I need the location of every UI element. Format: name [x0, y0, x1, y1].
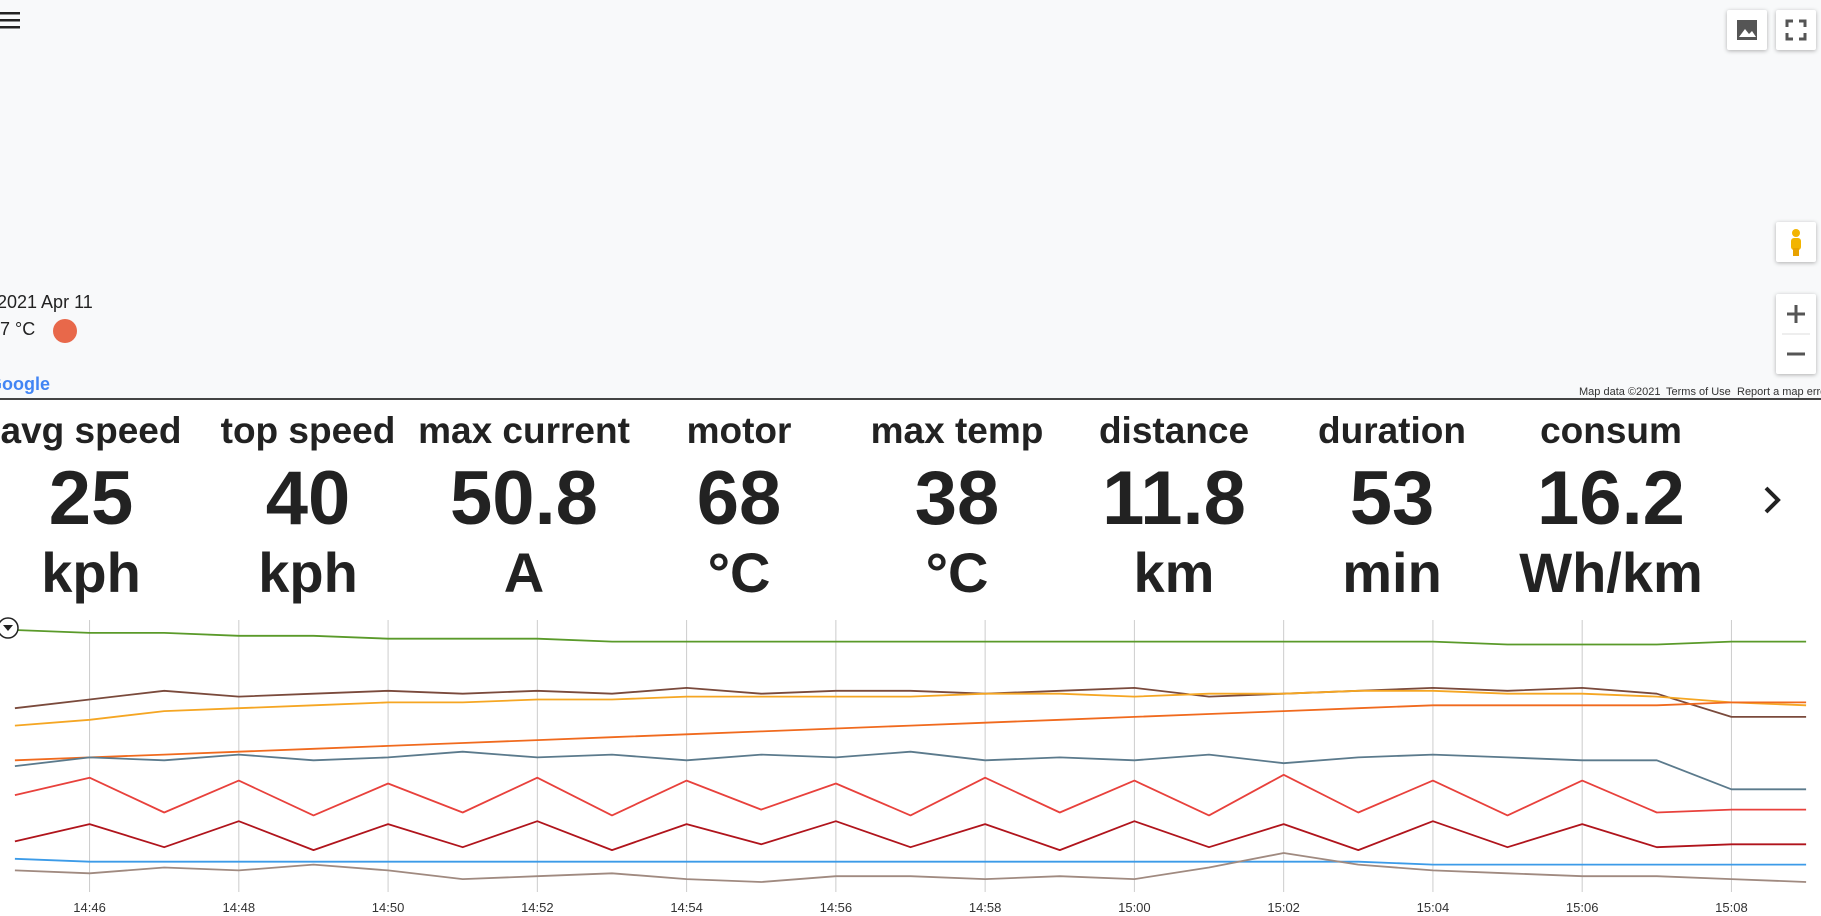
stat-label: max temp	[870, 410, 1044, 451]
stat-card: max temp 38 °C	[847, 400, 1067, 606]
x-tick-label: 14:46	[73, 900, 106, 915]
map-data: Map data ©2021	[1579, 386, 1661, 398]
temperature-label: 7 °C	[0, 319, 36, 339]
stat-unit: km	[1133, 541, 1215, 604]
stat-value: 38	[914, 456, 1000, 541]
map-type-button[interactable]	[1727, 10, 1767, 50]
x-tick-label: 14:54	[670, 900, 703, 915]
x-tick-label: 15:06	[1566, 900, 1599, 915]
stat-label: distance	[1098, 410, 1250, 451]
stat-card: duration 53 min	[1282, 400, 1502, 606]
google-logo: Google	[0, 374, 50, 394]
stat-unit: A	[503, 541, 545, 604]
stat-label: motor	[686, 410, 792, 451]
stat-label: max current	[418, 410, 630, 451]
date-label: 2021 Apr 11	[0, 292, 93, 312]
next-button[interactable]	[1758, 482, 1788, 518]
stat-value: 50.8	[450, 456, 598, 541]
stat-unit: kph	[41, 541, 141, 604]
x-tick-label: 14:58	[969, 900, 1002, 915]
x-tick-label: 14:50	[372, 900, 405, 915]
stat-card: avg speed 25 kph	[0, 400, 201, 606]
stat-unit: kph	[258, 541, 358, 604]
fullscreen-button[interactable]	[1776, 10, 1816, 50]
stat-value: 53	[1349, 456, 1435, 541]
series-line	[14, 701, 1807, 762]
stat-card: max current 50.8 A	[414, 400, 634, 606]
terms-link[interactable]: Terms of Use	[1666, 386, 1731, 398]
stat-value: 40	[265, 456, 351, 541]
stat-card: top speed 40 kph	[198, 400, 418, 606]
series-line	[14, 852, 1807, 883]
stat-card: motor 68 °C	[629, 400, 849, 606]
x-tick-label: 15:00	[1118, 900, 1151, 915]
stats-row: avg speed 25 kph top speed 40 kph max current 5…	[0, 400, 1821, 610]
series-line	[14, 629, 1807, 646]
stat-unit: °C	[707, 541, 771, 604]
stat-value: 11.8	[1102, 456, 1246, 541]
x-tick-label: 15:02	[1267, 900, 1300, 915]
stat-label: consum	[1540, 410, 1682, 451]
stat-unit: min	[1342, 541, 1442, 604]
weather-dot	[53, 319, 77, 343]
series-line	[14, 689, 1807, 727]
stat-unit: Wh/km	[1519, 541, 1703, 604]
report-link[interactable]: Report a map error	[1737, 386, 1821, 398]
series-line	[14, 750, 1807, 791]
stat-unit: °C	[925, 541, 989, 604]
series-line	[14, 773, 1807, 817]
stat-value: 68	[696, 456, 782, 541]
x-tick-label: 14:52	[521, 900, 554, 915]
x-tick-label: 15:08	[1715, 900, 1748, 915]
x-tick-label: 15:04	[1417, 900, 1450, 915]
menu-button[interactable]	[0, 8, 24, 32]
stat-value: 16.2	[1537, 456, 1685, 541]
series-line	[14, 687, 1807, 718]
collapse-button[interactable]	[0, 617, 19, 639]
x-tick-label: 14:48	[223, 900, 256, 915]
x-tick-label: 14:56	[820, 900, 853, 915]
series-line	[14, 820, 1807, 851]
stat-label: avg speed	[0, 410, 182, 451]
zoom-controls[interactable]	[1776, 294, 1816, 374]
stat-card: consum 16.2 Wh/km	[1501, 400, 1721, 606]
chart: 14:46 14:48 14:50 14:52 14:54 14:56 14:58 15:00…	[0, 617, 1807, 915]
stat-label: top speed	[220, 410, 396, 451]
stat-value: 25	[48, 456, 134, 541]
street-view-button[interactable]	[1776, 222, 1816, 262]
stat-card: distance 11.8 km	[1064, 400, 1284, 606]
map[interactable]: 2021 Apr 11 7 °C Google Map data ©2021 T…	[0, 0, 1821, 400]
series-line	[14, 857, 1807, 866]
stat-label: duration	[1318, 410, 1466, 451]
